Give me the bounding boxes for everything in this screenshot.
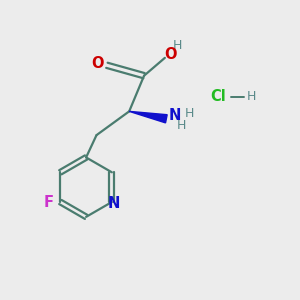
Text: N: N xyxy=(108,196,120,211)
Text: H: H xyxy=(246,90,256,103)
Text: H: H xyxy=(185,107,194,120)
Text: O: O xyxy=(91,56,104,71)
Text: O: O xyxy=(164,47,176,62)
Text: Cl: Cl xyxy=(211,89,226,104)
Polygon shape xyxy=(129,111,167,123)
Text: H: H xyxy=(173,39,182,52)
Text: N: N xyxy=(169,108,182,123)
Text: F: F xyxy=(44,194,54,209)
Text: H: H xyxy=(177,119,187,132)
